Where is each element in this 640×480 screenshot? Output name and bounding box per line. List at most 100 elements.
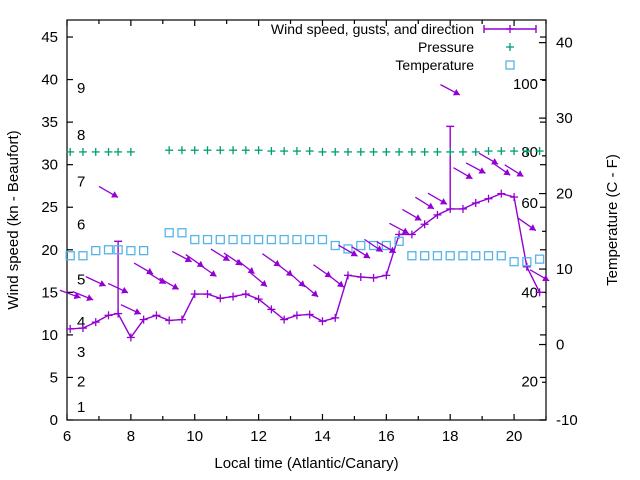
y-axis-right-tick-label: 40: [556, 35, 573, 52]
temperature-point: [266, 234, 277, 245]
wind-direction-arrow: [364, 238, 384, 253]
temperature-markers: [65, 228, 545, 267]
temperature-point: [190, 234, 200, 245]
wind-direction-arrow: [107, 282, 129, 294]
wind-direction-arrow: [414, 196, 435, 210]
arrow-head: [363, 251, 371, 259]
pressure-point: [420, 147, 429, 156]
wind-direction-arrow: [249, 272, 268, 288]
pressure-point: [382, 147, 391, 156]
legend-marker-wind: [506, 25, 514, 33]
y-axis-right-title: Temperature (C - F): [604, 154, 621, 286]
pressure-point: [407, 147, 416, 156]
wind-direction-arrow: [236, 259, 255, 275]
arrow-head: [158, 277, 166, 284]
arrow-head: [121, 286, 129, 294]
temperature-point: [458, 251, 468, 261]
wind-speed-point: [177, 315, 186, 324]
temperature-point: [138, 245, 149, 256]
legend-label-1: Pressure: [418, 39, 474, 55]
arrow-head: [196, 260, 204, 268]
x-axis-tick-label: 16: [378, 428, 395, 445]
y-axis-tick-label: 5: [50, 369, 58, 386]
wind-speed-line: [70, 192, 541, 339]
pressure-point: [229, 146, 238, 155]
temperature-point: [177, 228, 187, 238]
temperature-point: [432, 251, 443, 261]
wind-speed-point: [126, 333, 135, 342]
x-axis-tick-label: 20: [506, 428, 523, 445]
pressure-point: [126, 147, 135, 156]
arrow-head: [235, 258, 243, 266]
wind-direction-arrow: [402, 208, 422, 221]
beaufort-scale-label: 8: [77, 127, 85, 144]
pressure-point: [241, 146, 250, 155]
pressure-point: [344, 147, 353, 156]
pressure-point: [484, 147, 493, 156]
wind-direction-arrow: [146, 271, 167, 285]
arrow-head: [184, 255, 192, 263]
y-axis-tick-label: 30: [41, 157, 58, 174]
wind-direction-arrow: [133, 262, 154, 275]
wind-speed-point: [139, 315, 148, 324]
wind-speed-point: [203, 290, 212, 299]
wind-direction-arrow: [529, 269, 550, 282]
arrow-head: [350, 250, 358, 257]
wind-direction-arrow: [465, 162, 486, 174]
wind-speed-point: [165, 316, 174, 325]
pressure-point: [177, 146, 186, 155]
pressure-point: [497, 147, 506, 156]
arrow-head: [426, 202, 434, 209]
pressure-point: [433, 147, 442, 156]
plot-frame: [66, 19, 547, 421]
pressure-point: [165, 146, 174, 155]
temperature-point: [215, 234, 225, 245]
wind-speed-point: [382, 271, 391, 280]
wind-speed-point: [267, 305, 276, 314]
wind-speed-point: [241, 290, 250, 299]
temperature-point: [483, 251, 494, 261]
x-axis-tick-label: 10: [186, 428, 203, 445]
beaufort-scale-label: 1: [77, 399, 85, 416]
wind-direction-arrow: [326, 273, 345, 288]
y-axis-right-tick-label: 20: [556, 186, 573, 203]
wind-speed-point: [510, 193, 519, 202]
beaufort-scale-label: 3: [77, 344, 85, 361]
pressure-markers: [66, 146, 544, 156]
temperature-point: [91, 245, 101, 256]
wind-direction-arrows: [59, 84, 550, 315]
wind-direction-arrow: [223, 252, 243, 266]
wind-direction-arrow: [491, 162, 511, 176]
chart-legend: Wind speed, gusts, and direction Pressure…: [271, 21, 537, 73]
y-axis-right-tick-label: -10: [556, 412, 578, 429]
temperature-point: [78, 251, 88, 261]
arrow-head: [133, 308, 141, 315]
pressure-point: [395, 147, 404, 156]
temperature-point: [522, 257, 532, 267]
pressure-point: [78, 147, 87, 156]
temperature-point: [496, 251, 506, 261]
pressure-point: [535, 147, 544, 156]
wind-speed-point: [152, 311, 161, 320]
fahrenheit-scale-label: 80: [521, 144, 538, 161]
arrow-head: [503, 168, 511, 176]
temperature-point: [534, 254, 545, 264]
y-axis-tick-label: 15: [41, 284, 58, 301]
wind-speed-point: [229, 292, 238, 301]
wind-direction-arrow: [59, 289, 81, 300]
wind-speed-point: [407, 230, 416, 239]
temperature-point: [407, 251, 417, 261]
temperature-point: [292, 234, 302, 245]
wind-speed-point: [356, 273, 365, 282]
wind-speed-point: [522, 262, 531, 271]
y-axis-right-tick-label: 0: [556, 337, 564, 354]
wind-speed-point: [369, 273, 378, 282]
wind-speed-point: [446, 204, 455, 213]
arrow-head: [171, 283, 179, 290]
pressure-point: [292, 147, 301, 156]
y-axis-tick-label: 25: [41, 199, 58, 216]
fahrenheit-scale-label: 60: [521, 195, 538, 212]
x-axis-tick-label: 18: [442, 428, 459, 445]
wind-speed-point: [497, 189, 506, 198]
temperature-point: [420, 251, 430, 261]
